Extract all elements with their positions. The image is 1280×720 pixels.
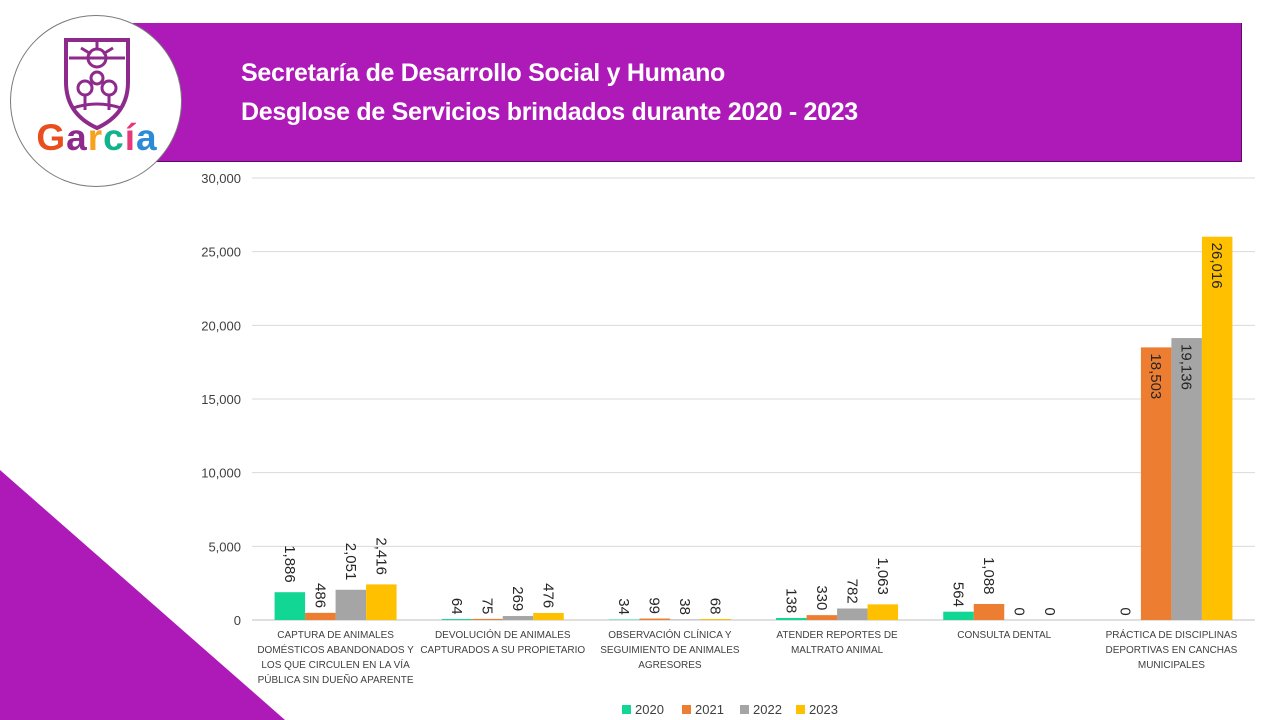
data-label: 68 xyxy=(707,598,724,615)
data-label: 0 xyxy=(1117,607,1134,615)
bar-2021 xyxy=(305,612,336,620)
bar-2020 xyxy=(441,619,473,620)
bar-2021 xyxy=(1140,347,1172,620)
legend-label: 2023 xyxy=(809,702,838,717)
x-category-label-line: DOMÉSTICOS ABANDONADOS Y xyxy=(257,643,414,656)
data-label: 2,051 xyxy=(342,543,359,581)
bar-2020 xyxy=(274,592,306,620)
bar-2020 xyxy=(608,619,640,620)
x-category-label: PRÁCTICA DE DISCIPLINAS DEPORTIVAS EN CAN… xyxy=(1105,628,1237,671)
logo-wordmark: García xyxy=(11,117,183,159)
legend-swatch-2022 xyxy=(740,705,749,714)
data-label: 564 xyxy=(950,582,967,607)
legend-swatch-2023 xyxy=(796,705,805,714)
x-category-label-line: ATENDER REPORTES DE xyxy=(776,630,898,641)
data-label: 0 xyxy=(1011,607,1028,615)
logo: García xyxy=(10,15,182,187)
data-label: 34 xyxy=(615,598,632,615)
logo-letter: í xyxy=(124,117,137,158)
data-label: 26,016 xyxy=(1208,243,1225,289)
x-category-label-line: CONSULTA DENTAL xyxy=(957,630,1051,641)
legend-label: 2021 xyxy=(695,702,724,717)
bar-2023 xyxy=(366,584,397,620)
x-category-label-line: CAPTURA DE ANIMALES xyxy=(277,630,394,641)
x-category-label: DEVOLUCIÓN DE ANIMALES CAPTURADOS A SU PR… xyxy=(420,628,585,656)
x-category-label-line: LOS QUE CIRCULEN EN LA VÍA xyxy=(261,658,410,671)
bar-2022 xyxy=(837,608,868,620)
y-tick-label: 5,000 xyxy=(208,539,241,554)
data-label: 269 xyxy=(509,586,526,611)
x-category-label: OBSERVACIÓN CLÍNICA Y SEGUIMIENTO DE ANIM… xyxy=(600,628,740,671)
logo-letter: r xyxy=(87,117,104,158)
y-tick-label: 20,000 xyxy=(201,318,241,333)
y-tick-label: 25,000 xyxy=(201,245,241,260)
bar-2023 xyxy=(700,618,731,620)
data-label: 18,503 xyxy=(1147,353,1164,399)
data-label: 38 xyxy=(676,598,693,615)
logo-letter: G xyxy=(36,117,67,158)
data-label: 0 xyxy=(1041,607,1058,615)
x-category-label-line: PRÁCTICA DE DISCIPLINAS xyxy=(1106,628,1238,641)
x-category-label-line: AGRESORES xyxy=(638,660,702,671)
x-category-label-line: SEGUIMIENTO DE ANIMALES xyxy=(600,645,740,656)
page-title: Secretaría de Desarrollo Social y Humano xyxy=(241,59,726,87)
data-label: 1,063 xyxy=(874,557,891,595)
x-category-label: ATENDER REPORTES DE MALTRATO ANIMAL xyxy=(776,630,898,656)
x-category-label: CONSULTA DENTAL xyxy=(957,630,1051,641)
data-label: 19,136 xyxy=(1178,344,1195,390)
bar-2022 xyxy=(502,616,534,620)
bar-2020 xyxy=(776,617,807,620)
x-category-label-line: MALTRATO ANIMAL xyxy=(791,645,884,656)
x-category-label-line: OBSERVACIÓN CLÍNICA Y xyxy=(608,628,732,641)
data-label: 486 xyxy=(311,583,328,608)
bar-2022 xyxy=(1171,338,1202,620)
y-tick-label: 30,000 xyxy=(201,171,241,186)
logo-letter: c xyxy=(103,117,125,158)
data-label: 138 xyxy=(782,588,799,613)
x-category-label-line: CAPTURADOS A SU PROPIETARIO xyxy=(420,645,585,656)
x-category-label-line: DEVOLUCIÓN DE ANIMALES xyxy=(435,628,571,641)
page-subtitle: Desglose de Servicios brindados durante … xyxy=(241,98,858,126)
data-label: 99 xyxy=(646,597,663,614)
bar-2023 xyxy=(867,604,899,620)
bar-2021 xyxy=(806,615,838,620)
data-label: 1,886 xyxy=(281,545,298,583)
header-banner xyxy=(133,23,1242,162)
bar-2023 xyxy=(533,612,564,620)
bar-2021 xyxy=(472,618,503,620)
bar-2022 xyxy=(669,619,701,620)
data-label: 75 xyxy=(479,598,496,615)
legend-swatch-2021 xyxy=(682,705,691,714)
legend-label: 2022 xyxy=(753,702,782,717)
data-label: 476 xyxy=(540,583,557,608)
legend-label: 2020 xyxy=(635,702,664,717)
y-tick-label: 15,000 xyxy=(201,392,241,407)
bar-2023 xyxy=(1201,236,1233,620)
data-label: 1,088 xyxy=(980,557,997,595)
data-label: 2,416 xyxy=(372,537,389,575)
legend-swatch-2020 xyxy=(622,705,631,714)
data-label: 330 xyxy=(813,585,830,610)
bar-2021 xyxy=(973,603,1005,620)
shield-logo-icon xyxy=(64,38,130,131)
y-tick-label: 0 xyxy=(234,613,241,628)
y-tick-label: 10,000 xyxy=(201,466,241,481)
decorative-corner-triangle xyxy=(0,470,285,720)
bar-2022 xyxy=(335,589,367,620)
bar-2020 xyxy=(943,611,974,620)
x-category-label: CAPTURA DE ANIMALES DOMÉSTICOS ABANDONADO… xyxy=(257,630,414,686)
logo-letter: a xyxy=(136,117,158,158)
x-category-label-line: DEPORTIVAS EN CANCHAS xyxy=(1105,645,1237,656)
x-category-label-line: PÚBLICA SIN DUEÑO APARENTE xyxy=(258,673,414,686)
data-label: 64 xyxy=(448,598,465,615)
logo-letter: a xyxy=(66,117,88,158)
bar-2021 xyxy=(639,618,670,620)
data-label: 782 xyxy=(843,579,860,604)
x-category-label-line: MUNICIPALES xyxy=(1138,660,1205,671)
